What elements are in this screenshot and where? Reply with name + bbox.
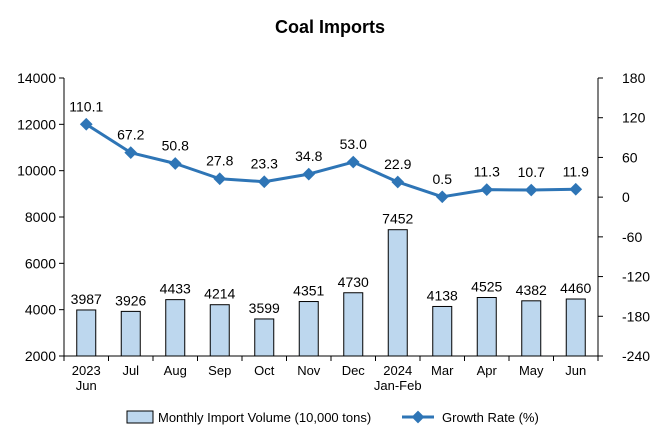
left-axis-tick-labels: 14000 12000 10000 8000 6000 4000 2000	[17, 70, 56, 364]
bar	[476, 297, 497, 357]
bar	[343, 292, 364, 357]
bar-data-label: 4138	[427, 287, 458, 303]
bar-data-label: 4525	[471, 279, 502, 295]
line-data-label: 11.9	[563, 163, 589, 179]
category-label: Aug	[164, 363, 187, 378]
right-axis-tick-labels: 180 120 60 0 -60 -120 -180 -240	[622, 70, 650, 364]
left-tick-label: 6000	[25, 255, 56, 271]
legend: Monthly Import Volume (10,000 tons) Grow…	[126, 410, 539, 425]
line-data-label: 67.2	[117, 127, 144, 143]
bar-data-label: 4214	[204, 286, 235, 302]
line-data-label: 10.7	[518, 164, 545, 180]
line-point	[391, 175, 405, 189]
bar	[521, 300, 542, 357]
left-tick-label: 14000	[17, 70, 56, 86]
category-label: Sep	[208, 363, 231, 378]
category-label: Jul	[122, 363, 139, 378]
right-tick-label: -60	[622, 229, 642, 245]
bar	[565, 298, 586, 357]
axes	[59, 77, 603, 361]
bar-data-label: 3926	[115, 292, 146, 308]
bar-data-label: 7452	[382, 211, 413, 227]
line-point	[435, 190, 449, 204]
category-label: Dec	[342, 363, 366, 378]
category-label: May	[519, 363, 544, 378]
line-series	[79, 117, 583, 204]
left-tick-label: 8000	[25, 209, 56, 225]
bar-series	[76, 229, 586, 357]
right-tick-label: -240	[622, 348, 650, 364]
bar-data-labels: 3987 3926 4433 4214 3599 4351 4730 7452 4138 4525…	[71, 211, 592, 316]
line-point	[480, 183, 494, 197]
left-tick-label: 10000	[17, 163, 56, 179]
bar	[254, 318, 275, 357]
right-tick-label: 60	[622, 149, 638, 165]
line-point	[524, 183, 538, 197]
bar-data-label: 4351	[293, 283, 324, 299]
line-point	[302, 167, 316, 181]
bar	[165, 299, 186, 357]
bar	[120, 310, 141, 357]
line-data-label: 53.0	[340, 136, 367, 152]
line-data-label: 23.3	[251, 156, 278, 172]
bar-data-label: 4730	[338, 274, 369, 290]
line-point	[569, 182, 583, 196]
growth-rate-line	[85, 123, 576, 199]
line-data-label: 27.8	[206, 153, 233, 169]
line-point	[124, 146, 138, 160]
line-data-label: 50.8	[162, 138, 189, 154]
category-label: 2023	[72, 363, 101, 378]
line-data-labels: 110.1 67.2 50.8 27.8 23.3 34.8 53.0 22.9 0.5 11.3…	[69, 98, 589, 187]
left-tick-label: 2000	[25, 348, 56, 364]
legend-line-marker	[411, 410, 425, 424]
legend-bar-swatch	[126, 410, 154, 424]
right-tick-label: 180	[622, 70, 646, 86]
bar-data-label: 3987	[71, 291, 102, 307]
line-point	[346, 155, 360, 169]
category-label: Mar	[431, 363, 454, 378]
chart-title: Coal Imports	[275, 17, 385, 37]
category-label: Jun	[565, 363, 586, 378]
left-tick-label: 12000	[17, 116, 56, 132]
legend-line-label: Growth Rate (%)	[442, 410, 539, 425]
bar-data-label: 3599	[249, 300, 280, 316]
line-data-label: 11.3	[474, 164, 500, 180]
category-label: Nov	[297, 363, 321, 378]
bar	[387, 229, 408, 357]
bar	[298, 301, 319, 357]
bar	[76, 309, 97, 357]
bar	[209, 304, 230, 357]
category-label: Jun	[76, 378, 97, 393]
right-tick-label: -120	[622, 269, 650, 285]
bar-data-label: 4382	[516, 282, 547, 298]
category-label: 2024	[383, 363, 412, 378]
line-point	[257, 175, 271, 189]
line-data-label: 0.5	[433, 171, 453, 187]
left-tick-label: 4000	[25, 302, 56, 318]
bar	[432, 305, 453, 357]
category-label: Apr	[477, 363, 498, 378]
legend-bar-label: Monthly Import Volume (10,000 tons)	[158, 410, 371, 425]
line-data-label: 22.9	[384, 156, 411, 172]
category-label: Oct	[254, 363, 275, 378]
right-tick-label: -180	[622, 308, 650, 324]
line-data-label: 34.8	[295, 148, 322, 164]
right-tick-label: 0	[622, 189, 630, 205]
right-tick-label: 120	[622, 110, 646, 126]
line-data-label: 110.1	[69, 98, 103, 114]
line-point	[168, 157, 182, 170]
bar-data-label: 4460	[560, 280, 591, 296]
category-label: Jan-Feb	[374, 378, 422, 393]
line-point	[213, 172, 227, 186]
bar-data-label: 4433	[160, 281, 191, 297]
